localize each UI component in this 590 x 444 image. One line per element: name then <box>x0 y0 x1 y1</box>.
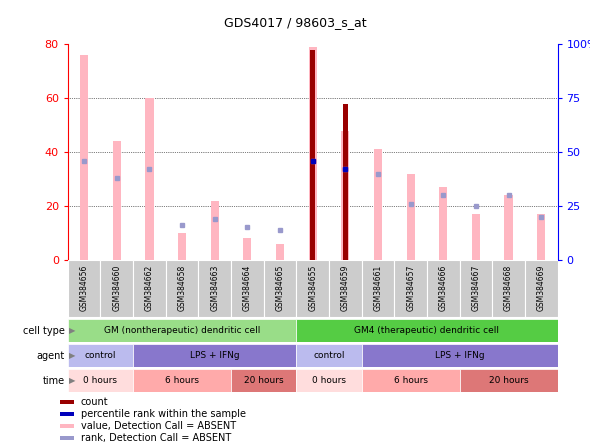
Text: GSM384660: GSM384660 <box>112 264 122 311</box>
Text: GSM384658: GSM384658 <box>178 264 186 311</box>
Bar <box>309 47 317 260</box>
Bar <box>113 141 121 260</box>
Text: GSM384669: GSM384669 <box>537 264 546 311</box>
Bar <box>68 369 133 392</box>
Text: percentile rank within the sample: percentile rank within the sample <box>81 409 246 419</box>
Text: GSM384656: GSM384656 <box>80 264 88 311</box>
Text: GSM384668: GSM384668 <box>504 264 513 311</box>
Text: GSM384665: GSM384665 <box>276 264 284 311</box>
Bar <box>178 233 186 260</box>
Text: 0 hours: 0 hours <box>84 376 117 385</box>
Bar <box>68 319 296 342</box>
Bar <box>341 131 349 260</box>
Bar <box>68 260 100 317</box>
Bar <box>276 244 284 260</box>
Bar <box>166 260 198 317</box>
Bar <box>60 412 74 416</box>
Bar <box>60 400 74 404</box>
Text: time: time <box>43 376 65 385</box>
Text: LPS + IFNg: LPS + IFNg <box>190 351 240 360</box>
Bar <box>231 260 264 317</box>
Text: GSM384664: GSM384664 <box>243 264 252 311</box>
Bar <box>80 55 88 260</box>
Text: 20 hours: 20 hours <box>489 376 529 385</box>
Text: cell type: cell type <box>23 326 65 336</box>
Text: GSM384659: GSM384659 <box>341 264 350 311</box>
Text: value, Detection Call = ABSENT: value, Detection Call = ABSENT <box>81 421 236 431</box>
Bar <box>211 201 219 260</box>
Bar <box>310 50 315 260</box>
Bar <box>264 260 296 317</box>
Text: GSM384666: GSM384666 <box>439 264 448 311</box>
Text: GSM384662: GSM384662 <box>145 264 154 311</box>
Bar <box>296 369 362 392</box>
Bar <box>394 260 427 317</box>
Text: GSM384667: GSM384667 <box>471 264 480 311</box>
Text: rank, Detection Call = ABSENT: rank, Detection Call = ABSENT <box>81 433 231 443</box>
Bar <box>362 344 558 367</box>
Text: 20 hours: 20 hours <box>244 376 284 385</box>
Bar <box>460 369 558 392</box>
Text: GM4 (therapeutic) dendritic cell: GM4 (therapeutic) dendritic cell <box>355 326 500 335</box>
Bar <box>504 195 513 260</box>
Bar <box>343 103 348 260</box>
Bar <box>145 98 153 260</box>
Bar <box>198 260 231 317</box>
Bar <box>100 260 133 317</box>
Bar <box>133 344 296 367</box>
Bar <box>68 344 133 367</box>
Bar <box>60 424 74 428</box>
Bar <box>243 238 251 260</box>
Bar <box>525 260 558 317</box>
Bar <box>537 214 545 260</box>
Bar <box>329 260 362 317</box>
Bar <box>60 436 74 440</box>
Text: GSM384655: GSM384655 <box>308 264 317 311</box>
Bar <box>374 149 382 260</box>
Bar <box>427 260 460 317</box>
Text: GSM384663: GSM384663 <box>210 264 219 311</box>
Bar <box>492 260 525 317</box>
Bar <box>362 260 394 317</box>
Text: count: count <box>81 397 109 407</box>
Bar <box>133 369 231 392</box>
Bar <box>133 260 166 317</box>
Text: ▶: ▶ <box>69 326 76 335</box>
Text: control: control <box>85 351 116 360</box>
Bar <box>296 260 329 317</box>
Text: LPS + IFNg: LPS + IFNg <box>435 351 484 360</box>
Text: agent: agent <box>37 351 65 361</box>
Text: ▶: ▶ <box>69 351 76 360</box>
Bar <box>460 260 492 317</box>
Bar <box>472 214 480 260</box>
Text: GM (nontherapeutic) dendritic cell: GM (nontherapeutic) dendritic cell <box>104 326 260 335</box>
Text: 0 hours: 0 hours <box>312 376 346 385</box>
Text: 6 hours: 6 hours <box>165 376 199 385</box>
Bar <box>231 369 296 392</box>
Text: control: control <box>313 351 345 360</box>
Text: GSM384661: GSM384661 <box>373 264 382 311</box>
Bar <box>362 369 460 392</box>
Bar <box>407 174 415 260</box>
Text: GSM384657: GSM384657 <box>406 264 415 311</box>
Text: GDS4017 / 98603_s_at: GDS4017 / 98603_s_at <box>224 16 366 28</box>
Bar <box>296 319 558 342</box>
Bar <box>296 344 362 367</box>
Text: 6 hours: 6 hours <box>394 376 428 385</box>
Bar <box>439 187 447 260</box>
Text: ▶: ▶ <box>69 376 76 385</box>
